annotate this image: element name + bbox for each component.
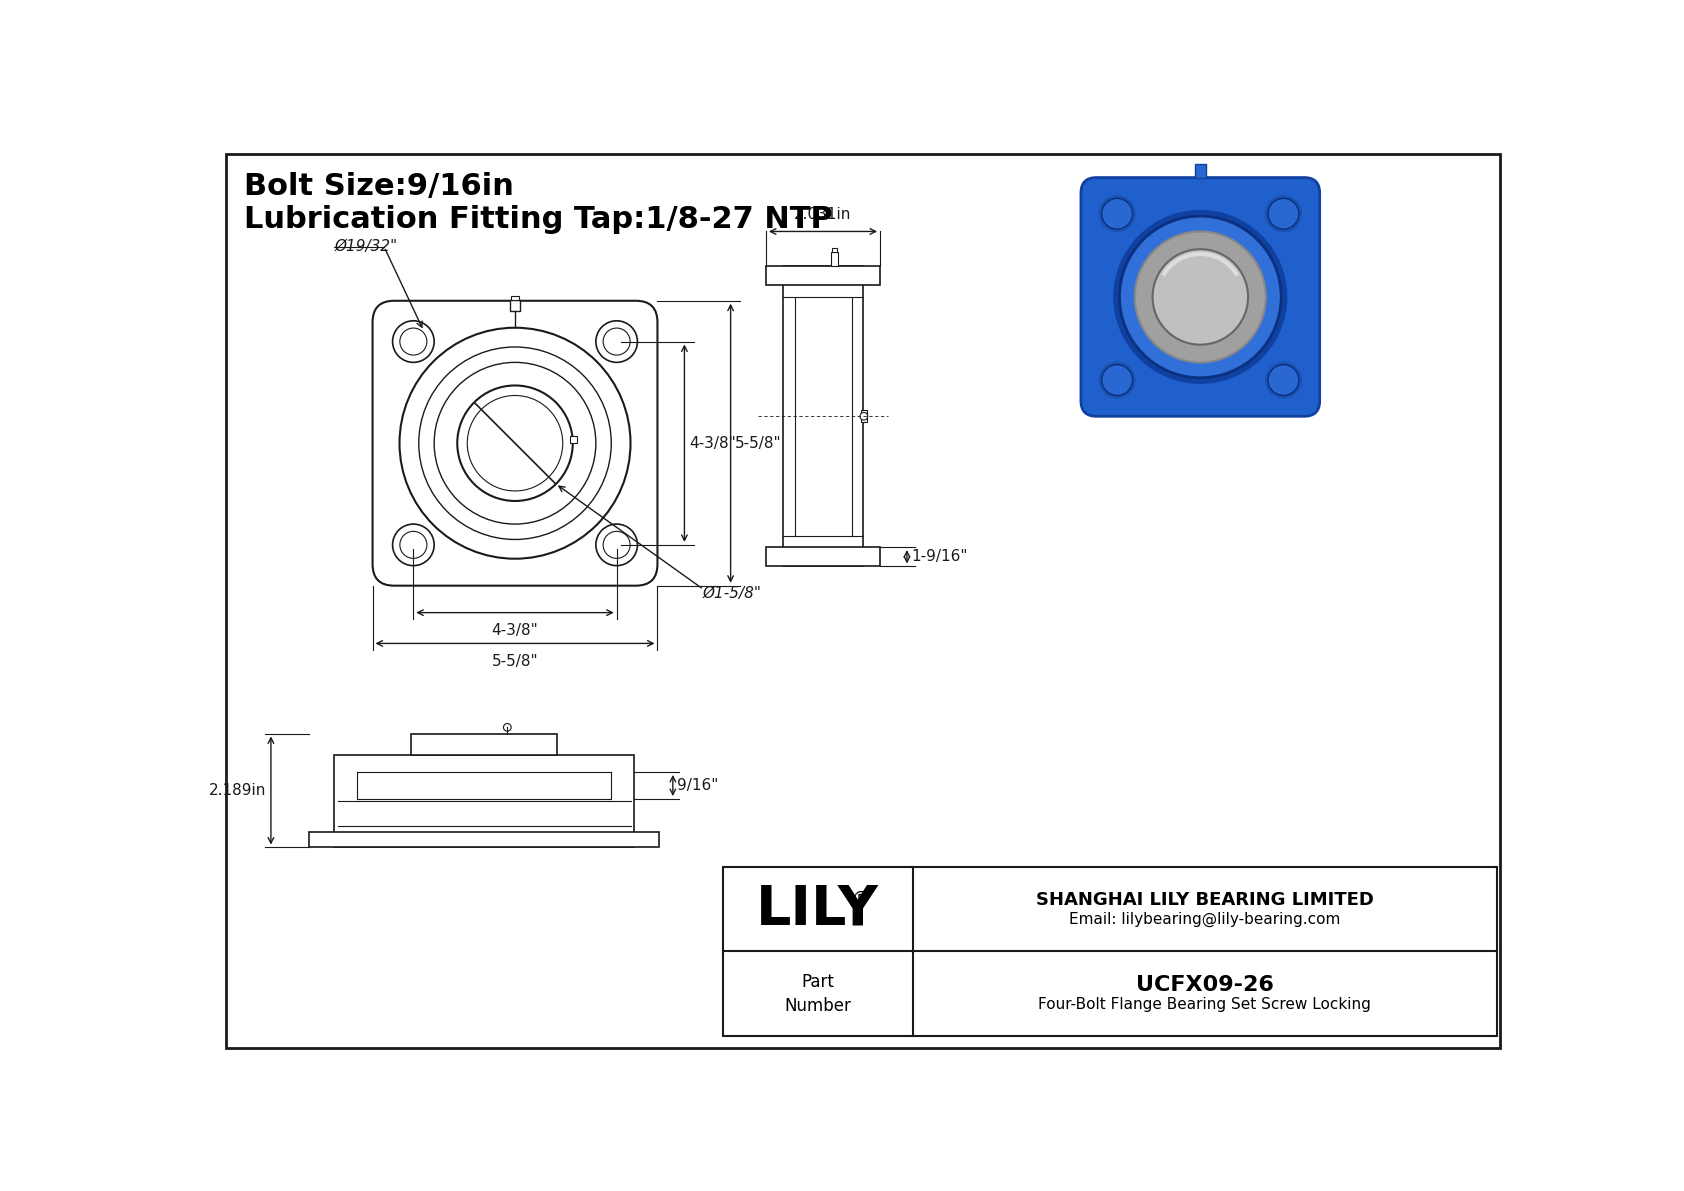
Text: SHANGHAI LILY BEARING LIMITED: SHANGHAI LILY BEARING LIMITED	[1036, 891, 1374, 909]
Circle shape	[1268, 364, 1298, 395]
Bar	[783, 266, 862, 567]
Bar	[411, 734, 557, 755]
Text: 1-9/16": 1-9/16"	[911, 549, 968, 565]
Bar	[722, 867, 1497, 1036]
Text: Lubrication Fitting Tap:1/8-27 NTP: Lubrication Fitting Tap:1/8-27 NTP	[244, 205, 832, 233]
Circle shape	[392, 524, 434, 566]
Circle shape	[1098, 362, 1135, 399]
Bar	[766, 547, 881, 567]
Text: 5-5/8": 5-5/8"	[492, 654, 539, 669]
Text: Four-Bolt Flange Bearing Set Screw Locking: Four-Bolt Flange Bearing Set Screw Locki…	[1039, 997, 1371, 1012]
Bar	[510, 300, 520, 311]
Circle shape	[1265, 195, 1302, 232]
Circle shape	[399, 328, 630, 559]
Text: LILY: LILY	[756, 883, 879, 936]
FancyBboxPatch shape	[372, 301, 657, 586]
Circle shape	[1268, 199, 1298, 229]
Circle shape	[1265, 362, 1302, 399]
Bar	[830, 252, 839, 266]
Text: Ø19/32": Ø19/32"	[333, 239, 397, 255]
Bar	[1196, 163, 1206, 177]
Text: UCFX09-26: UCFX09-26	[1135, 974, 1273, 994]
Circle shape	[1135, 231, 1266, 362]
Circle shape	[596, 524, 638, 566]
Circle shape	[596, 320, 638, 362]
Circle shape	[861, 412, 867, 420]
Text: 2.189in: 2.189in	[209, 782, 266, 798]
Text: 4-3/8": 4-3/8"	[689, 436, 736, 450]
Text: ®: ®	[850, 890, 869, 908]
Bar	[861, 410, 867, 423]
Bar	[766, 266, 881, 286]
Circle shape	[1101, 364, 1133, 395]
Text: 9/16": 9/16"	[677, 778, 719, 793]
Circle shape	[458, 386, 573, 501]
Circle shape	[1113, 210, 1287, 384]
Text: Part
Number: Part Number	[785, 973, 850, 1015]
Circle shape	[1101, 199, 1133, 229]
Bar	[569, 436, 578, 443]
Text: 2.031in: 2.031in	[795, 207, 852, 223]
Bar	[512, 297, 519, 300]
Circle shape	[1152, 249, 1248, 344]
Text: 5-5/8": 5-5/8"	[736, 436, 781, 450]
Text: 4-3/8": 4-3/8"	[492, 623, 539, 638]
Text: Bolt Size:9/16in: Bolt Size:9/16in	[244, 173, 514, 201]
Bar	[832, 248, 837, 252]
Text: Email: lilybearing@lily-bearing.com: Email: lilybearing@lily-bearing.com	[1069, 912, 1340, 928]
Bar	[333, 755, 635, 848]
Bar	[310, 833, 658, 848]
Circle shape	[392, 320, 434, 362]
Circle shape	[1120, 216, 1282, 378]
Circle shape	[1098, 195, 1135, 232]
FancyBboxPatch shape	[1081, 177, 1320, 417]
Text: Ø1-5/8": Ø1-5/8"	[702, 586, 761, 601]
Circle shape	[504, 723, 512, 731]
